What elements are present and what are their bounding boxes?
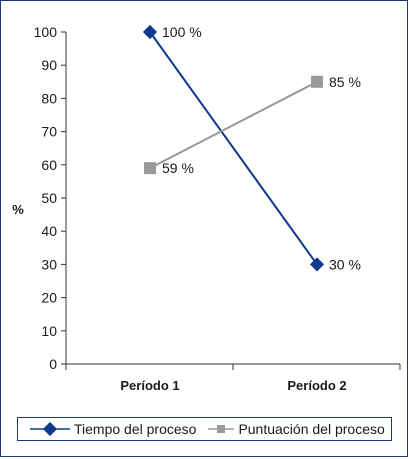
data-label: 85 % (329, 74, 361, 90)
legend-label-puntuacion: Puntuación del proceso (238, 421, 385, 437)
data-point-square (311, 75, 323, 88)
data-label: 30 % (329, 256, 361, 272)
line-chart: 0 10 20 30 40 50 60 70 80 90 100 Período 1 Período 2… (12, 24, 401, 393)
y-tick-label: 70 (41, 124, 57, 140)
series-layer: 100 % 30 % 59 % 85 % (142, 24, 361, 272)
x-category-label: Período 2 (287, 378, 346, 393)
y-tick-label: 40 (41, 223, 57, 239)
y-tick-label: 100 (34, 24, 58, 40)
legend-item-tiempo: Tiempo del proceso (28, 421, 196, 437)
chart-axes: 0 10 20 30 40 50 60 70 80 90 100 Período 1 Período 2… (12, 24, 401, 393)
series-line-2 (149, 80, 318, 170)
series-line-1 (149, 31, 318, 265)
y-axis-label: % (12, 202, 24, 217)
data-point-diamond (142, 24, 158, 40)
y-tick-label: 50 (41, 190, 57, 206)
legend-label-tiempo: Tiempo del proceso (74, 421, 197, 437)
y-tick-label: 60 (41, 157, 57, 173)
y-tick-label: 80 (41, 90, 57, 106)
y-tick-label: 10 (41, 323, 57, 339)
y-tick-label: 20 (41, 290, 57, 306)
data-label: 59 % (162, 160, 194, 176)
y-tick-label: 0 (49, 356, 57, 372)
y-tick-label: 30 (41, 256, 57, 272)
data-point-diamond (309, 257, 325, 272)
x-category-label: Período 1 (120, 378, 179, 393)
legend-diamond-marker-icon (30, 422, 70, 436)
legend: Tiempo del proceso Puntuación del proces… (17, 417, 392, 441)
legend-square-marker-icon (208, 425, 235, 433)
y-tick-label: 90 (41, 57, 57, 73)
legend-item-puntuacion: Puntuación del proceso (206, 421, 385, 437)
data-point-square (144, 162, 156, 175)
data-label: 100 % (162, 24, 202, 40)
